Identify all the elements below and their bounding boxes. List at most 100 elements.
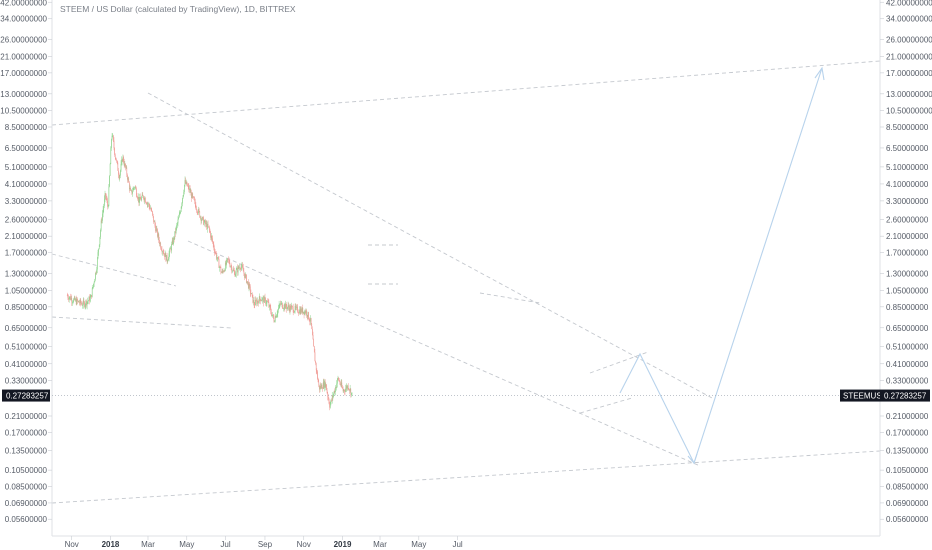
candle-body (95, 272, 96, 280)
candle-body (202, 217, 204, 218)
candle-body (107, 206, 109, 207)
candle-body (215, 252, 217, 254)
candle-body (210, 232, 211, 238)
candle-body (96, 269, 98, 273)
candle-body (136, 188, 137, 196)
candle-body (126, 167, 128, 175)
candle-body (283, 308, 284, 309)
wedge-upper-line[interactable] (589, 351, 649, 374)
candle-body (114, 148, 115, 155)
trendline-drawings[interactable] (51, 60, 881, 504)
price-tick-label: 0.65000000 (886, 324, 929, 333)
descending-channel-bottom[interactable] (187, 240, 701, 467)
range-line[interactable] (479, 292, 541, 304)
candle-body (301, 307, 303, 313)
symbol-tag (840, 389, 880, 402)
candle-body (137, 197, 139, 199)
candle-body (233, 270, 235, 273)
candle-body (291, 306, 293, 307)
candle-body (238, 266, 240, 269)
candle-body (158, 234, 160, 240)
long-term-support-line[interactable] (51, 450, 881, 504)
candle-body (278, 307, 279, 310)
candle-body (73, 297, 75, 300)
candle-body (181, 203, 183, 207)
candle-body (131, 190, 133, 194)
candle-body (329, 403, 331, 408)
candle-body (99, 236, 101, 245)
candle-body (287, 307, 288, 310)
date-tick-label: Mar (373, 540, 387, 549)
left-price-tag-text: 0.27283257 (6, 392, 49, 401)
candle-body (312, 335, 314, 340)
candle-body (156, 228, 158, 230)
candle-body (117, 162, 119, 171)
candle-body (192, 196, 194, 198)
candle-body (77, 300, 79, 302)
time-axis[interactable]: Nov 2018 Mar May Jul Sep Nov 2019 Mar May Jul (65, 536, 463, 549)
candle-body (267, 301, 269, 303)
candle-body (269, 305, 271, 308)
trendline-segment[interactable] (51, 316, 233, 329)
candle-body (76, 298, 78, 305)
candle-body (118, 170, 119, 175)
candle-body (184, 179, 186, 185)
candle-body (217, 257, 219, 260)
candle-body (239, 267, 241, 269)
candle-body (277, 309, 279, 314)
wedge-lower-line[interactable] (579, 397, 633, 414)
candle-body (109, 164, 111, 176)
right-price-axis[interactable]: 42.00000000 34.00000000 26.00000000 21.0000… (880, 0, 932, 524)
candle-body (212, 242, 214, 245)
candle-body (162, 251, 163, 253)
descending-channel-top[interactable] (147, 92, 713, 399)
candle-body (66, 294, 68, 296)
candle-body (195, 204, 197, 210)
candle-body (220, 266, 222, 273)
candle-body (304, 311, 306, 314)
candle-body (232, 269, 234, 271)
candle-body (299, 309, 301, 314)
candle-body (91, 294, 92, 297)
candle-body (308, 319, 310, 321)
candle-body (201, 217, 203, 220)
candle-body (349, 388, 351, 391)
candle-body (234, 272, 236, 277)
candle-body (276, 315, 277, 318)
candle-body (125, 167, 127, 169)
long-term-resistance-line[interactable] (51, 60, 881, 126)
candle-body (266, 301, 268, 304)
candle-body (252, 294, 254, 303)
trendline-segment[interactable] (51, 253, 177, 287)
candle-body (322, 382, 324, 389)
candle-body (265, 298, 267, 304)
candle-body (148, 203, 150, 207)
candle-body (222, 270, 224, 272)
candle-body (230, 266, 231, 267)
price-tick-label: 0.21000000 (886, 412, 929, 421)
candle-body (96, 258, 98, 270)
projection-path[interactable] (619, 67, 823, 465)
candle-body (254, 305, 256, 306)
candle-body (84, 302, 85, 307)
left-price-axis[interactable]: 42.00000000 34.00000000 26.00000000 21.0000… (0, 0, 52, 524)
price-tick-label: 17.00000000 (886, 69, 932, 78)
candle-body (257, 300, 259, 302)
price-tick-label: 4.10000000 (5, 180, 48, 189)
projection-arrow[interactable] (619, 66, 825, 465)
candle-body (281, 302, 283, 304)
candle-body (120, 163, 122, 171)
candle-body (160, 243, 162, 249)
candle-body (331, 395, 333, 401)
candle-body (122, 156, 124, 162)
candle-body (144, 198, 146, 203)
candle-body (334, 390, 336, 393)
candle-body (247, 281, 249, 282)
candle-body (324, 380, 326, 387)
price-tick-label: 6.50000000 (886, 144, 929, 153)
candle-body (347, 385, 348, 389)
candle-body (310, 317, 312, 324)
price-tick-label: 0.65000000 (5, 324, 48, 333)
candle-body (150, 208, 151, 210)
